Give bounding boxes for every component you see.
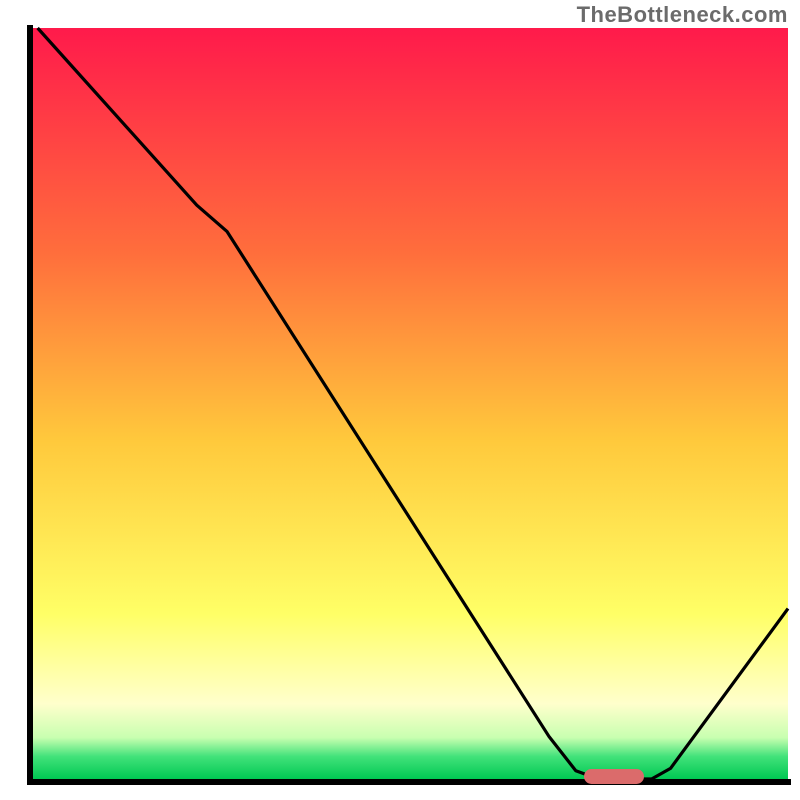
chart-svg — [0, 0, 800, 800]
chart-container: TheBottleneck.com — [0, 0, 800, 800]
optimum-marker — [584, 769, 644, 784]
watermark-text: TheBottleneck.com — [577, 2, 788, 28]
plot-background — [33, 28, 788, 779]
